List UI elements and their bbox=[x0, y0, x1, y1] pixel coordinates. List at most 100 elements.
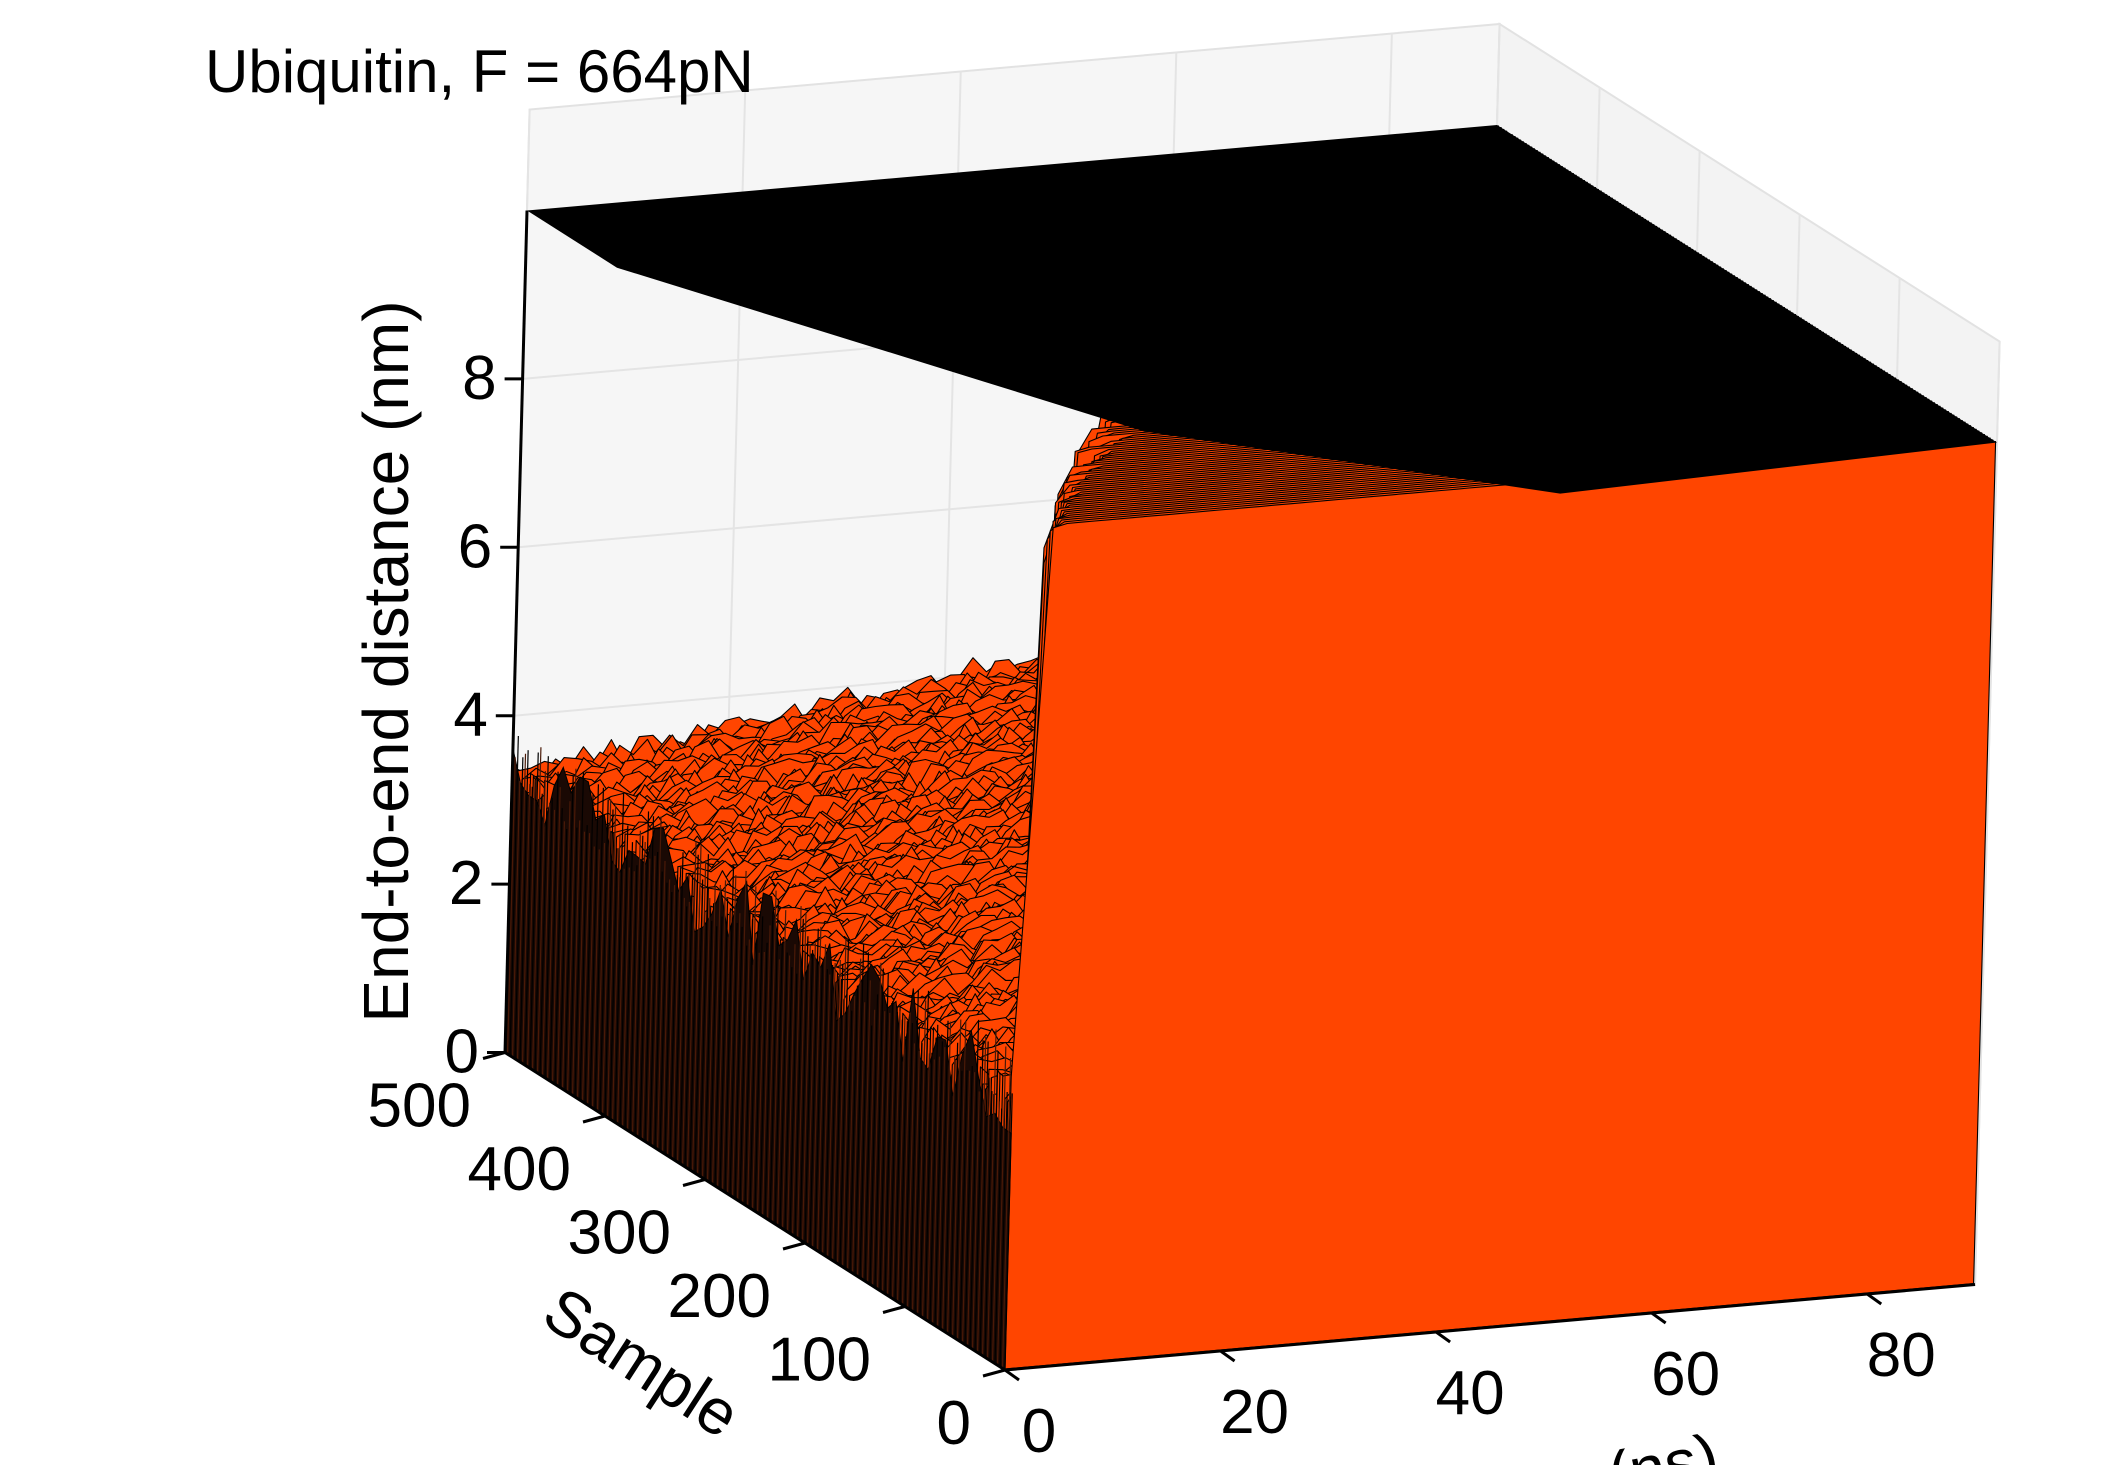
side-hatch bbox=[871, 962, 882, 1286]
side-hatch bbox=[986, 1029, 997, 1359]
side-hatch bbox=[984, 1091, 993, 1358]
side-hatch bbox=[956, 1020, 967, 1340]
side-hatch bbox=[769, 900, 779, 1221]
side-hatch bbox=[901, 1012, 911, 1305]
side-hatch bbox=[869, 994, 879, 1285]
z-axis-title: End-to-end distance (nm) bbox=[350, 300, 422, 1022]
z-tick-label: 4 bbox=[453, 681, 487, 750]
side-hatch bbox=[576, 831, 586, 1099]
side-hatch bbox=[641, 858, 651, 1140]
side-hatch bbox=[531, 747, 542, 1070]
sample-axis-line bbox=[504, 1051, 1006, 1372]
side-hatch bbox=[771, 959, 780, 1223]
side-hatch bbox=[831, 959, 841, 1261]
side-hatch bbox=[694, 879, 704, 1174]
side-hatch bbox=[611, 833, 621, 1121]
side-hatch bbox=[799, 936, 809, 1240]
side-hatch bbox=[919, 990, 930, 1317]
side-hatch bbox=[844, 1010, 853, 1269]
side-hatch bbox=[564, 775, 574, 1091]
side-hatch bbox=[936, 1047, 946, 1328]
side-hatch bbox=[914, 1043, 923, 1313]
z-tick-label: 2 bbox=[449, 849, 483, 918]
sample-trace bbox=[1003, 441, 1997, 1370]
z-tick-label: 6 bbox=[458, 512, 492, 581]
side-hatch bbox=[681, 901, 690, 1166]
side-hatch bbox=[666, 885, 676, 1156]
side-hatch bbox=[789, 973, 798, 1234]
side-hatch bbox=[886, 1002, 896, 1296]
sample-tick bbox=[582, 1114, 606, 1124]
side-hatch bbox=[906, 1043, 916, 1309]
side-hatch bbox=[569, 827, 578, 1094]
side-hatch bbox=[826, 963, 836, 1258]
side-hatch bbox=[989, 1050, 999, 1361]
side-hatch bbox=[631, 830, 642, 1134]
side-hatch bbox=[704, 920, 713, 1180]
side-hatch bbox=[851, 958, 862, 1274]
side-hatch bbox=[581, 833, 591, 1102]
time-tick-label: 80 bbox=[1867, 1321, 1936, 1390]
side-hatch bbox=[996, 1046, 1007, 1366]
side-hatch bbox=[544, 797, 553, 1078]
side-hatch bbox=[596, 843, 606, 1112]
side-hatch bbox=[524, 786, 533, 1066]
side-hatch bbox=[884, 1001, 894, 1294]
side-hatch bbox=[521, 784, 531, 1064]
sample-tick-label: 100 bbox=[768, 1326, 871, 1395]
side-hatch bbox=[861, 980, 871, 1280]
side-hatch bbox=[621, 867, 630, 1128]
side-hatch bbox=[674, 852, 684, 1161]
side-hatch bbox=[664, 891, 673, 1155]
side-hatch bbox=[859, 952, 870, 1278]
side-hatch bbox=[874, 968, 884, 1288]
side-hatch bbox=[849, 985, 859, 1272]
side-hatch bbox=[719, 898, 729, 1190]
side-hatch bbox=[921, 1053, 931, 1318]
side-hatch bbox=[606, 805, 617, 1118]
side-hatch bbox=[976, 1036, 987, 1353]
side-hatch bbox=[969, 1019, 980, 1348]
side-hatch bbox=[539, 756, 549, 1075]
side-hatch bbox=[619, 825, 629, 1126]
side-hatch bbox=[939, 1020, 949, 1329]
side-hatch bbox=[839, 939, 850, 1266]
side-hatch bbox=[751, 952, 760, 1210]
side-hatch bbox=[761, 925, 771, 1217]
side-hatch bbox=[951, 1019, 962, 1337]
time-tick-label: 60 bbox=[1651, 1340, 1720, 1409]
side-hatch bbox=[801, 944, 811, 1242]
side-hatch bbox=[784, 967, 793, 1231]
side-hatch bbox=[909, 989, 919, 1310]
side-hatch bbox=[749, 932, 758, 1209]
side-hatch bbox=[889, 1012, 899, 1297]
side-hatch bbox=[551, 787, 561, 1083]
side-hatch bbox=[949, 1042, 959, 1336]
time-axis-line bbox=[1004, 1283, 1976, 1372]
side-hatch bbox=[589, 784, 600, 1107]
side-hatch bbox=[736, 870, 747, 1201]
side-hatch bbox=[714, 916, 723, 1186]
side-hatch bbox=[891, 1010, 901, 1299]
side-hatch bbox=[686, 841, 697, 1169]
side-hatch bbox=[571, 820, 581, 1096]
side-hatch bbox=[979, 1041, 989, 1355]
sample-tick bbox=[782, 1241, 806, 1251]
side-hatch bbox=[946, 1055, 956, 1334]
side-hatch bbox=[721, 912, 731, 1191]
side-hatch bbox=[786, 944, 796, 1232]
side-hatch bbox=[794, 918, 804, 1237]
side-hatch bbox=[604, 809, 614, 1117]
time-tick-label: 20 bbox=[1220, 1378, 1289, 1447]
side-hatch bbox=[609, 848, 618, 1120]
side-hatch bbox=[591, 849, 600, 1109]
side-hatch bbox=[964, 1065, 973, 1345]
sample-tick-label: 300 bbox=[568, 1199, 671, 1268]
side-hatch bbox=[691, 845, 702, 1172]
side-hatch bbox=[634, 835, 644, 1136]
side-hatch bbox=[506, 757, 516, 1055]
side-hatch bbox=[896, 1015, 906, 1302]
